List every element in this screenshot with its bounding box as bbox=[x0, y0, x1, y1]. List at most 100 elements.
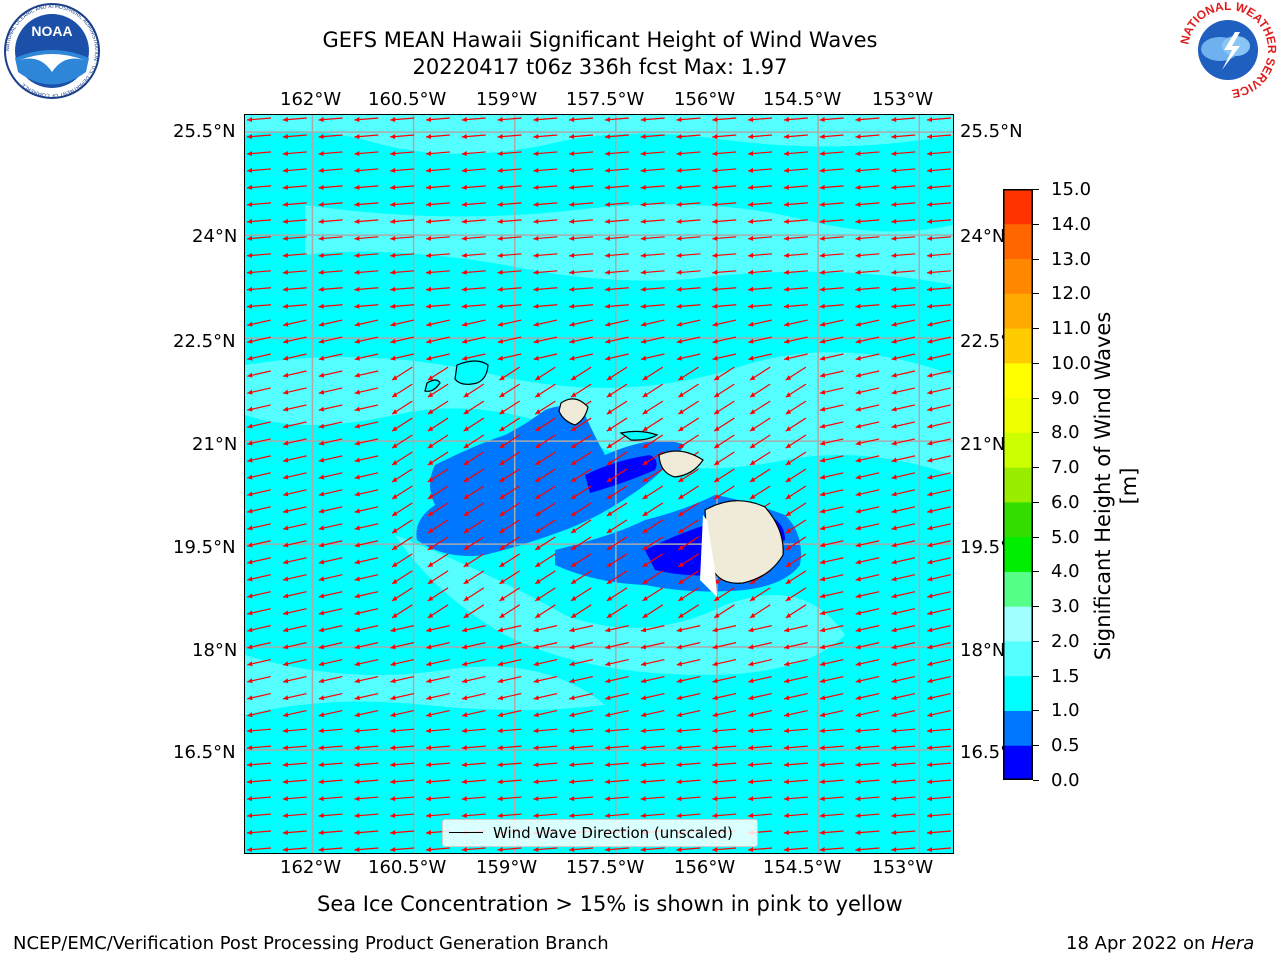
wind-arrow bbox=[461, 184, 486, 190]
wind-arrow bbox=[499, 417, 520, 432]
wind-arrow bbox=[246, 150, 272, 156]
wind-arrow bbox=[569, 319, 593, 327]
wind-arrow bbox=[819, 353, 844, 361]
wind-arrow bbox=[783, 847, 808, 852]
wind-arrow bbox=[247, 489, 271, 497]
wind-arrow bbox=[391, 366, 413, 381]
wind-arrow bbox=[642, 587, 664, 602]
wind-arrow bbox=[676, 286, 701, 292]
wind-arrow bbox=[855, 709, 880, 718]
colorbar-tick bbox=[1033, 571, 1039, 573]
wind-arrow bbox=[678, 434, 699, 449]
wind-arrow bbox=[246, 269, 272, 275]
wind-arrow bbox=[533, 796, 558, 802]
wind-arrow bbox=[783, 252, 808, 258]
wind-arrow bbox=[318, 506, 343, 514]
map-panel[interactable] bbox=[245, 115, 953, 853]
wind-arrow bbox=[318, 659, 343, 667]
wind-arrow bbox=[354, 830, 379, 836]
wind-arrow bbox=[606, 485, 628, 500]
wind-arrow bbox=[499, 468, 520, 483]
wind-arrow bbox=[390, 745, 415, 751]
wave-height-map[interactable] bbox=[245, 115, 953, 853]
wind-arrow bbox=[354, 540, 379, 548]
wind-arrow bbox=[569, 286, 594, 292]
wind-arrow bbox=[891, 813, 916, 819]
colorbar-tick bbox=[1033, 397, 1039, 399]
wind-arrow bbox=[926, 813, 952, 819]
wind-arrow bbox=[570, 451, 592, 466]
wind-arrow bbox=[891, 489, 916, 497]
wind-arrow bbox=[604, 269, 629, 275]
wind-arrow bbox=[390, 847, 415, 852]
wind-arrow bbox=[534, 536, 556, 551]
wind-arrow bbox=[390, 167, 415, 173]
wind-arrow bbox=[569, 336, 593, 344]
wind-arrow bbox=[855, 540, 880, 548]
wind-arrow bbox=[354, 847, 379, 852]
wind-arrow bbox=[640, 779, 665, 785]
wind-arrow bbox=[533, 692, 558, 701]
legend-label: Wind Wave Direction (unscaled) bbox=[493, 824, 733, 842]
wind-arrow bbox=[891, 591, 916, 599]
wind-arrow bbox=[748, 150, 773, 156]
wind-arrow bbox=[282, 370, 307, 378]
wind-arrow bbox=[534, 604, 556, 619]
wind-arrow bbox=[569, 235, 594, 241]
wind-arrow bbox=[499, 502, 520, 517]
wind-arrow bbox=[282, 252, 307, 258]
wind-arrow bbox=[318, 830, 343, 836]
wind-arrow bbox=[748, 642, 772, 650]
wind-arrow bbox=[534, 417, 556, 432]
wind-arrow bbox=[318, 625, 343, 633]
wind-arrow bbox=[748, 692, 772, 701]
wind-arrow bbox=[569, 252, 594, 258]
wind-arrow bbox=[427, 536, 449, 551]
chart-subtitle: 20220417 t06z 336h fcst Max: 1.97 bbox=[412, 55, 788, 79]
wind-arrow bbox=[463, 400, 485, 415]
wind-arrow bbox=[926, 235, 952, 241]
wind-arrow bbox=[927, 540, 951, 548]
wind-arrow bbox=[461, 692, 486, 701]
wind-arrow bbox=[926, 745, 952, 751]
wind-arrow bbox=[855, 675, 880, 684]
wind-arrow bbox=[533, 762, 558, 768]
wind-arrow bbox=[785, 366, 807, 381]
wind-arrow bbox=[318, 523, 343, 531]
wind-arrow bbox=[819, 167, 844, 173]
wind-arrow bbox=[247, 591, 271, 599]
wind-arrow bbox=[497, 796, 522, 802]
wind-arrow bbox=[927, 438, 951, 446]
wind-arrow bbox=[461, 252, 486, 258]
wind-arrow bbox=[640, 201, 665, 207]
wind-arrow bbox=[749, 587, 771, 602]
wind-arrow bbox=[463, 519, 485, 534]
wind-arrow bbox=[354, 659, 379, 667]
wind-arrow bbox=[569, 303, 594, 309]
wind-arrow bbox=[712, 319, 737, 327]
wind-arrow bbox=[855, 830, 880, 836]
wind-arrow bbox=[282, 117, 307, 122]
lat-tick-left: 21°N bbox=[192, 434, 238, 455]
wind-arrow bbox=[606, 502, 628, 517]
wind-arrow bbox=[318, 455, 343, 463]
wind-arrow bbox=[642, 485, 664, 500]
wind-arrow bbox=[783, 796, 808, 802]
wind-arrow bbox=[425, 252, 450, 258]
wind-arrow bbox=[354, 591, 379, 599]
wind-arrow bbox=[246, 728, 272, 734]
wind-arrow bbox=[282, 133, 307, 139]
wind-arrow bbox=[749, 383, 771, 398]
wind-arrow bbox=[855, 303, 880, 309]
colorbar-tick bbox=[1033, 536, 1039, 538]
wind-arrow bbox=[712, 762, 737, 768]
wind-arrow bbox=[247, 336, 271, 344]
wind-arrow bbox=[354, 150, 379, 156]
colorbar-tick-label: 6.0 bbox=[1051, 491, 1080, 513]
wind-arrow bbox=[282, 779, 307, 785]
wind-arrow bbox=[246, 847, 272, 852]
wind-arrow bbox=[606, 553, 628, 568]
wind-arrow bbox=[499, 366, 520, 381]
wind-arrow bbox=[678, 502, 699, 517]
wind-arrow bbox=[391, 553, 413, 568]
